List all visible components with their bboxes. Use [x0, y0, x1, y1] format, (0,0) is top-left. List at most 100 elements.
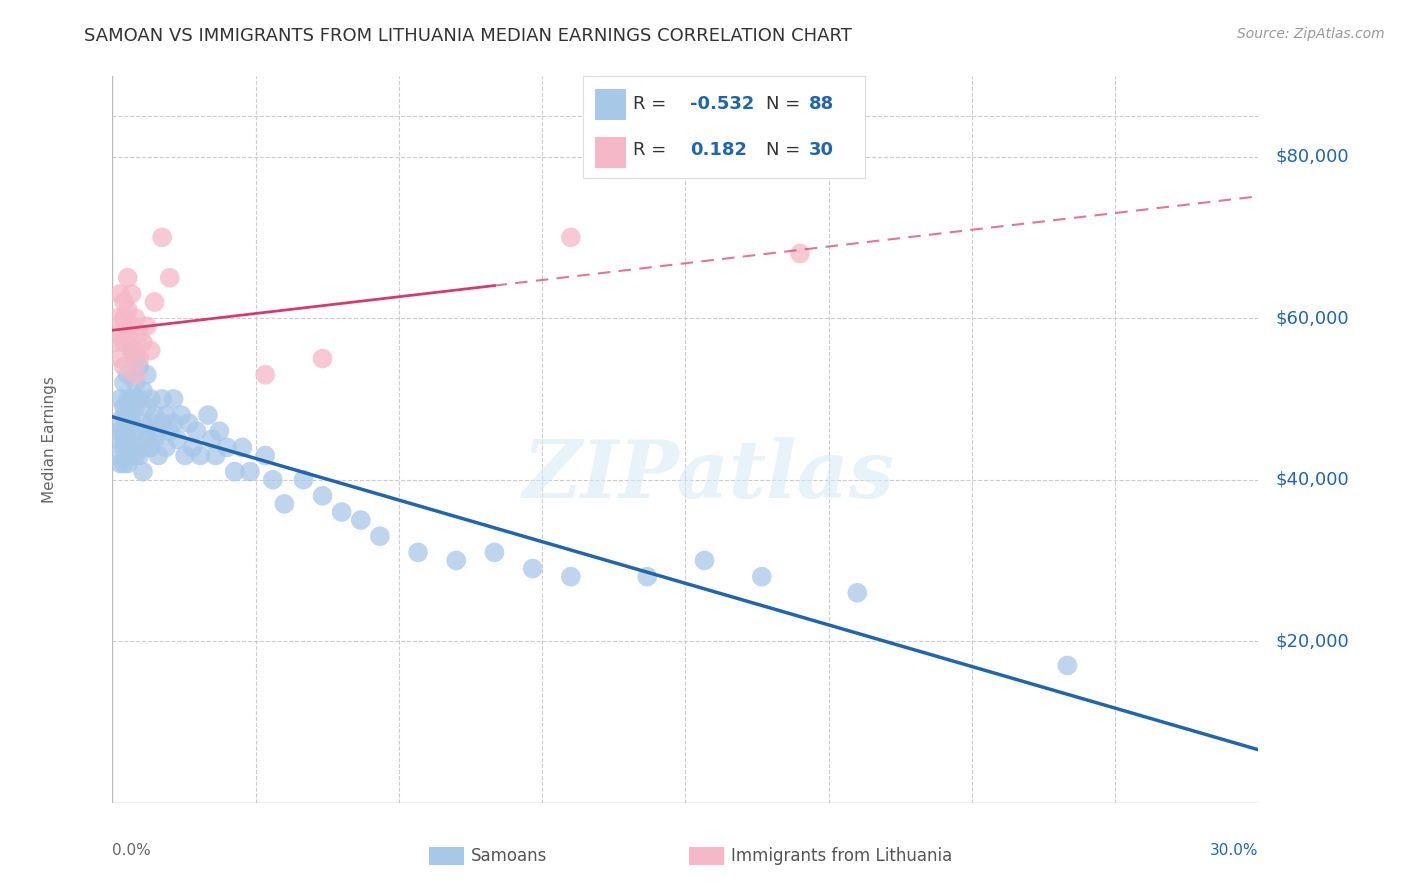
Point — [124, 343, 146, 358]
Point — [121, 392, 143, 406]
Text: 0.182: 0.182 — [690, 141, 748, 159]
Point — [208, 424, 231, 438]
Point — [186, 424, 208, 438]
Point — [224, 465, 246, 479]
Point — [121, 441, 143, 455]
Point — [112, 441, 135, 455]
Point — [406, 545, 429, 559]
Point — [132, 416, 155, 430]
Point — [112, 432, 135, 446]
Text: R =: R = — [633, 141, 672, 159]
Point — [105, 335, 128, 350]
Point — [117, 327, 139, 342]
Text: 0.0%: 0.0% — [112, 843, 152, 858]
Point — [181, 441, 204, 455]
Point — [135, 400, 157, 414]
Point — [560, 569, 582, 583]
Point — [112, 400, 135, 414]
Point — [350, 513, 373, 527]
Point — [112, 295, 135, 310]
Text: $40,000: $40,000 — [1275, 471, 1350, 489]
Point — [162, 416, 184, 430]
Point — [108, 287, 131, 301]
Point — [105, 311, 128, 326]
Point — [112, 376, 135, 390]
Point — [143, 432, 166, 446]
Point — [135, 432, 157, 446]
Point — [204, 449, 226, 463]
Point — [751, 569, 773, 583]
Text: $20,000: $20,000 — [1275, 632, 1350, 650]
Point — [117, 368, 139, 382]
Point — [150, 416, 173, 430]
Point — [636, 569, 658, 583]
Point — [112, 408, 135, 422]
Point — [254, 368, 277, 382]
Text: SAMOAN VS IMMIGRANTS FROM LITHUANIA MEDIAN EARNINGS CORRELATION CHART: SAMOAN VS IMMIGRANTS FROM LITHUANIA MEDI… — [84, 27, 852, 45]
Point — [135, 368, 157, 382]
Point — [197, 408, 219, 422]
Point — [188, 449, 211, 463]
Point — [139, 392, 162, 406]
Point — [121, 408, 143, 422]
Text: R =: R = — [633, 95, 672, 113]
Point — [124, 376, 146, 390]
Bar — [595, 137, 626, 168]
Text: -0.532: -0.532 — [690, 95, 755, 113]
Point — [484, 545, 506, 559]
Point — [1056, 658, 1078, 673]
Point — [522, 561, 544, 575]
Point — [112, 457, 135, 471]
Text: 88: 88 — [808, 95, 834, 113]
Point — [121, 287, 143, 301]
Point — [105, 416, 128, 430]
Point — [368, 529, 391, 543]
Point — [311, 489, 333, 503]
Point — [121, 319, 143, 334]
Point — [112, 311, 135, 326]
Point — [108, 327, 131, 342]
Point — [108, 432, 131, 446]
Point — [124, 351, 146, 366]
Point — [148, 424, 170, 438]
Point — [292, 473, 315, 487]
Point — [117, 457, 139, 471]
Point — [155, 408, 177, 422]
Point — [124, 400, 146, 414]
Point — [112, 359, 135, 374]
Text: $60,000: $60,000 — [1275, 310, 1350, 327]
Text: Source: ZipAtlas.com: Source: ZipAtlas.com — [1237, 27, 1385, 41]
Bar — [595, 89, 626, 120]
Point — [124, 392, 146, 406]
Point — [108, 392, 131, 406]
Point — [139, 441, 162, 455]
Point — [159, 270, 181, 285]
Text: N =: N = — [766, 141, 806, 159]
Point — [143, 408, 166, 422]
Point — [121, 343, 143, 358]
Point — [177, 416, 200, 430]
Point — [112, 335, 135, 350]
Text: 30: 30 — [808, 141, 834, 159]
Point — [132, 335, 155, 350]
Point — [170, 408, 193, 422]
Point — [174, 449, 197, 463]
Text: Median Earnings: Median Earnings — [42, 376, 58, 503]
Point — [117, 432, 139, 446]
Point — [108, 457, 131, 471]
Point — [143, 295, 166, 310]
Point — [155, 441, 177, 455]
Point — [128, 449, 150, 463]
Point — [105, 449, 128, 463]
Point — [128, 392, 150, 406]
Point — [121, 343, 143, 358]
Point — [239, 465, 262, 479]
Text: 30.0%: 30.0% — [1211, 843, 1258, 858]
Text: Samoans: Samoans — [471, 847, 547, 865]
Point — [108, 351, 131, 366]
Point — [124, 368, 146, 382]
Point — [124, 449, 146, 463]
Text: ZIPatlas: ZIPatlas — [522, 437, 894, 515]
Point — [128, 327, 150, 342]
Point — [128, 424, 150, 438]
